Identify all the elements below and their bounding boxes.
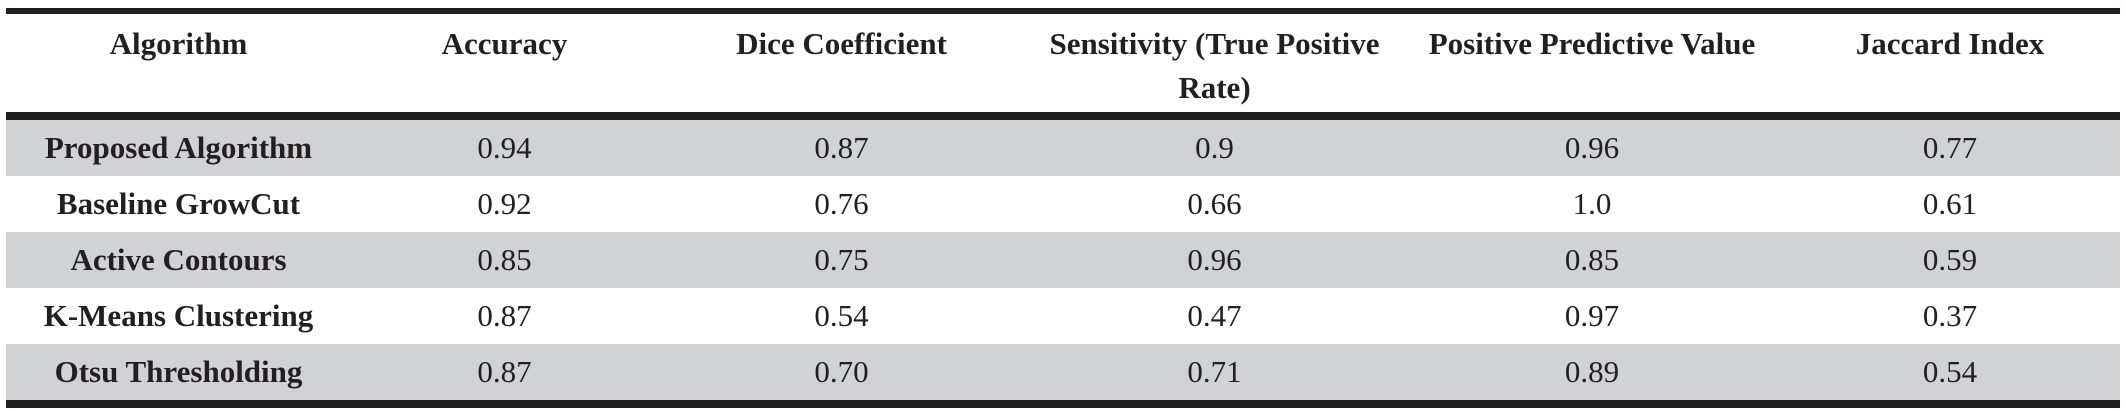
table-row: K-Means Clustering 0.87 0.54 0.47 0.97 0… xyxy=(6,288,2120,344)
table-row: Active Contours 0.85 0.75 0.96 0.85 0.59 xyxy=(6,232,2120,288)
sensitivity-cell: 0.66 xyxy=(1187,186,1242,221)
sensitivity-cell: 0.71 xyxy=(1025,344,1404,400)
sensitivity-cell: 0.96 xyxy=(1025,232,1404,288)
algorithm-cell: Proposed Algorithm xyxy=(6,120,351,176)
sensitivity-cell: 0.47 xyxy=(1187,298,1242,333)
header-row: Algorithm Accuracy Dice Coefficient Sens… xyxy=(6,14,2120,112)
algorithm-cell: K-Means Clustering xyxy=(43,298,314,333)
algorithm-cell: Active Contours xyxy=(6,232,351,288)
dice-cell: 0.76 xyxy=(814,186,869,221)
ppv-cell: 1.0 xyxy=(1572,186,1612,221)
accuracy-cell: 0.87 xyxy=(477,298,532,333)
jaccard-cell: 0.77 xyxy=(1780,120,2120,176)
table-row: Baseline GrowCut 0.92 0.76 0.66 1.0 0.61 xyxy=(6,176,2120,232)
ppv-cell: 0.89 xyxy=(1404,344,1780,400)
dice-cell: 0.75 xyxy=(658,232,1025,288)
header-sensitivity: Sensitivity (True Positive Rate) xyxy=(1049,26,1380,105)
header-algorithm: Algorithm xyxy=(109,26,248,61)
results-table: Algorithm Accuracy Dice Coefficient Sens… xyxy=(6,14,2120,112)
jaccard-cell: 0.54 xyxy=(1780,344,2120,400)
accuracy-cell: 0.92 xyxy=(477,186,532,221)
algorithm-cell: Baseline GrowCut xyxy=(56,186,301,221)
results-table-body: Proposed Algorithm 0.94 0.87 0.9 0.96 0.… xyxy=(6,120,2120,400)
sensitivity-cell: 0.9 xyxy=(1025,120,1404,176)
ppv-cell: 0.96 xyxy=(1404,120,1780,176)
jaccard-cell: 0.37 xyxy=(1922,298,1978,333)
header-positive-predictive-value: Positive Predictive Value xyxy=(1428,26,1756,61)
accuracy-cell: 0.87 xyxy=(351,344,658,400)
bottom-rule xyxy=(6,400,2120,408)
header-dice-coefficient: Dice Coefficient xyxy=(736,26,947,61)
algorithm-cell: Otsu Thresholding xyxy=(6,344,351,400)
jaccard-cell: 0.61 xyxy=(1922,186,1978,221)
table-row: Proposed Algorithm 0.94 0.87 0.9 0.96 0.… xyxy=(6,120,2120,176)
ppv-cell: 0.97 xyxy=(1564,298,1620,333)
results-table-container: Algorithm Accuracy Dice Coefficient Sens… xyxy=(6,8,2120,408)
dice-cell: 0.54 xyxy=(814,298,869,333)
table-header: Algorithm Accuracy Dice Coefficient Sens… xyxy=(6,14,2120,112)
accuracy-cell: 0.94 xyxy=(351,120,658,176)
dice-cell: 0.87 xyxy=(658,120,1025,176)
header-accuracy: Accuracy xyxy=(441,26,568,61)
ppv-cell: 0.85 xyxy=(1404,232,1780,288)
header-jaccard-index: Jaccard Index xyxy=(1855,26,2045,61)
header-rule xyxy=(6,112,2120,120)
dice-cell: 0.70 xyxy=(658,344,1025,400)
jaccard-cell: 0.59 xyxy=(1780,232,2120,288)
table-row: Otsu Thresholding 0.87 0.70 0.71 0.89 0.… xyxy=(6,344,2120,400)
accuracy-cell: 0.85 xyxy=(351,232,658,288)
top-rule xyxy=(6,8,2120,14)
